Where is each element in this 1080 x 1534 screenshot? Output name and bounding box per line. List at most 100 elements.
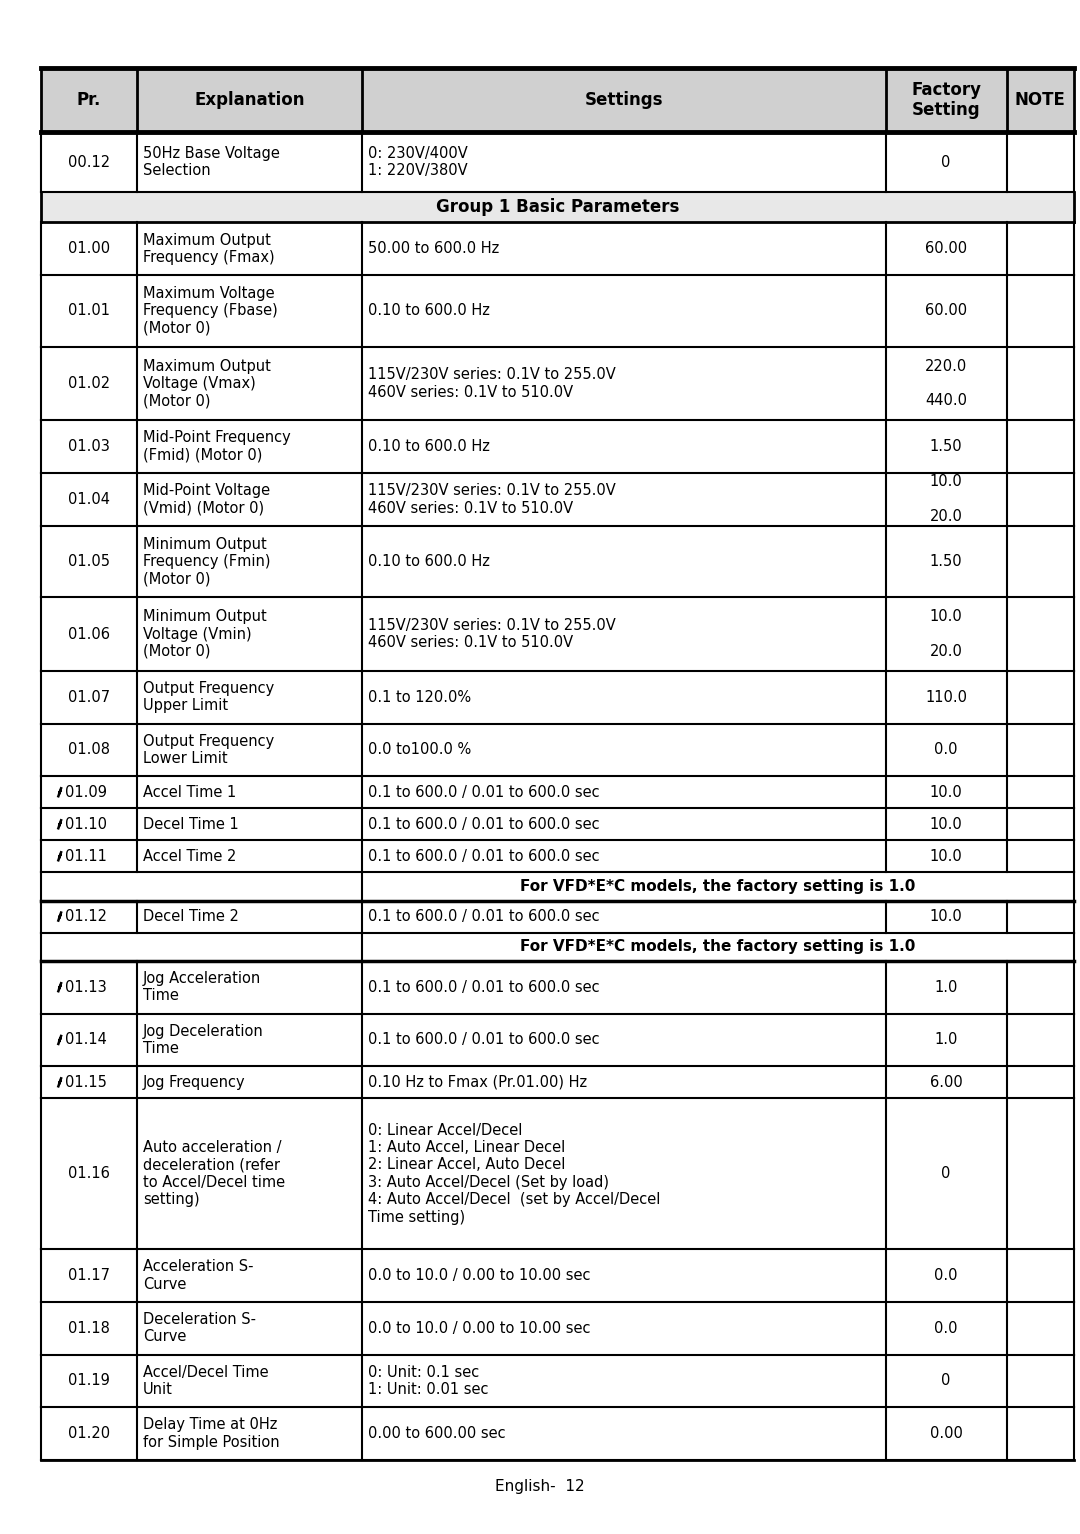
Text: 0.0: 0.0 bbox=[934, 1269, 958, 1282]
Text: 115V/230V series: 0.1V to 255.0V
460V series: 0.1V to 510.0V: 115V/230V series: 0.1V to 255.0V 460V se… bbox=[368, 367, 616, 400]
Text: 01.12: 01.12 bbox=[65, 910, 107, 923]
Text: Accel Time 2: Accel Time 2 bbox=[144, 848, 237, 864]
Text: 0.00: 0.00 bbox=[930, 1427, 962, 1440]
Bar bbox=[41, 192, 1074, 222]
Text: 0.00 to 600.00 sec: 0.00 to 600.00 sec bbox=[368, 1427, 505, 1440]
Text: 1.50: 1.50 bbox=[930, 439, 962, 454]
Text: 01.16: 01.16 bbox=[68, 1166, 110, 1181]
Bar bbox=[41, 132, 1074, 192]
Text: Mid-Point Voltage
(Vmid) (Motor 0): Mid-Point Voltage (Vmid) (Motor 0) bbox=[144, 483, 270, 515]
Text: Accel/Decel Time
Unit: Accel/Decel Time Unit bbox=[144, 1365, 269, 1397]
Text: Acceleration S-
Curve: Acceleration S- Curve bbox=[144, 1259, 254, 1292]
Text: 01.06: 01.06 bbox=[68, 626, 110, 641]
Text: 01.02: 01.02 bbox=[68, 376, 110, 391]
Bar bbox=[41, 960, 1074, 1014]
Text: 60.00: 60.00 bbox=[924, 304, 968, 319]
Text: 6.00: 6.00 bbox=[930, 1075, 962, 1089]
Text: 115V/230V series: 0.1V to 255.0V
460V series: 0.1V to 510.0V: 115V/230V series: 0.1V to 255.0V 460V se… bbox=[368, 483, 616, 515]
Text: Maximum Voltage
Frequency (Fbase)
(Motor 0): Maximum Voltage Frequency (Fbase) (Motor… bbox=[144, 285, 278, 336]
Bar bbox=[41, 275, 1074, 347]
Bar bbox=[41, 222, 1074, 275]
Text: Group 1 Basic Parameters: Group 1 Basic Parameters bbox=[435, 198, 679, 216]
Text: Maximum Output
Voltage (Vmax)
(Motor 0): Maximum Output Voltage (Vmax) (Motor 0) bbox=[144, 359, 271, 408]
Bar bbox=[41, 933, 1074, 960]
Text: 0.1 to 600.0 / 0.01 to 600.0 sec: 0.1 to 600.0 / 0.01 to 600.0 sec bbox=[368, 816, 599, 831]
Text: 01.17: 01.17 bbox=[68, 1269, 110, 1282]
Bar bbox=[41, 841, 1074, 873]
Text: 1.0: 1.0 bbox=[934, 980, 958, 994]
Text: For VFD*E*C models, the factory setting is 1.0: For VFD*E*C models, the factory setting … bbox=[519, 939, 916, 954]
Text: 01.09: 01.09 bbox=[65, 785, 107, 799]
Text: 00.12: 00.12 bbox=[68, 155, 110, 170]
Text: 0.1 to 600.0 / 0.01 to 600.0 sec: 0.1 to 600.0 / 0.01 to 600.0 sec bbox=[368, 980, 599, 994]
Text: Minimum Output
Frequency (Fmin)
(Motor 0): Minimum Output Frequency (Fmin) (Motor 0… bbox=[144, 537, 271, 586]
Text: 0: 0 bbox=[942, 1166, 950, 1181]
Text: 10.0: 10.0 bbox=[930, 848, 962, 864]
Bar bbox=[41, 1249, 1074, 1302]
Text: 01.10: 01.10 bbox=[65, 816, 107, 831]
Text: Pr.: Pr. bbox=[77, 91, 102, 109]
Bar bbox=[41, 1066, 1074, 1098]
Bar bbox=[41, 1098, 1074, 1249]
Text: 220.0

440.0: 220.0 440.0 bbox=[924, 359, 968, 408]
Text: 01.04: 01.04 bbox=[68, 492, 110, 506]
Bar bbox=[41, 1014, 1074, 1066]
Text: Mid-Point Frequency
(Fmid) (Motor 0): Mid-Point Frequency (Fmid) (Motor 0) bbox=[144, 431, 291, 463]
Text: 0.10 to 600.0 Hz: 0.10 to 600.0 Hz bbox=[368, 439, 489, 454]
Bar bbox=[41, 1355, 1074, 1407]
Text: Maximum Output
Frequency (Fmax): Maximum Output Frequency (Fmax) bbox=[144, 233, 274, 265]
Text: 0.0 to100.0 %: 0.0 to100.0 % bbox=[368, 742, 471, 758]
Text: Decel Time 1: Decel Time 1 bbox=[144, 816, 239, 831]
Text: Factory
Setting: Factory Setting bbox=[912, 81, 981, 120]
Bar bbox=[41, 1302, 1074, 1355]
Bar bbox=[41, 472, 1074, 526]
Text: 01.20: 01.20 bbox=[68, 1427, 110, 1440]
Text: 50.00 to 600.0 Hz: 50.00 to 600.0 Hz bbox=[368, 241, 499, 256]
Text: 01.19: 01.19 bbox=[68, 1373, 110, 1388]
Text: 10.0: 10.0 bbox=[930, 816, 962, 831]
Text: Decel Time 2: Decel Time 2 bbox=[144, 910, 239, 923]
Text: Jog Acceleration
Time: Jog Acceleration Time bbox=[144, 971, 261, 1003]
Text: 01.01: 01.01 bbox=[68, 304, 110, 319]
Text: 01.03: 01.03 bbox=[68, 439, 110, 454]
Text: 0: 0 bbox=[942, 1373, 950, 1388]
Bar bbox=[41, 597, 1074, 670]
Text: 10.0

20.0: 10.0 20.0 bbox=[930, 609, 962, 660]
Text: 01.15: 01.15 bbox=[65, 1075, 107, 1089]
Text: 0.1 to 600.0 / 0.01 to 600.0 sec: 0.1 to 600.0 / 0.01 to 600.0 sec bbox=[368, 1032, 599, 1048]
Text: 0: 230V/400V
1: 220V/380V: 0: 230V/400V 1: 220V/380V bbox=[368, 146, 468, 178]
Bar bbox=[41, 1407, 1074, 1460]
Text: 01.08: 01.08 bbox=[68, 742, 110, 758]
Text: 115V/230V series: 0.1V to 255.0V
460V series: 0.1V to 510.0V: 115V/230V series: 0.1V to 255.0V 460V se… bbox=[368, 618, 616, 650]
Bar bbox=[41, 67, 1074, 132]
Text: Output Frequency
Upper Limit: Output Frequency Upper Limit bbox=[144, 681, 274, 713]
Text: Auto acceleration /
deceleration (refer
to Accel/Decel time
setting): Auto acceleration / deceleration (refer … bbox=[144, 1140, 285, 1207]
Text: 0: Linear Accel/Decel
1: Auto Accel, Linear Decel
2: Linear Accel, Auto Decel
3:: 0: Linear Accel/Decel 1: Auto Accel, Lin… bbox=[368, 1123, 660, 1224]
Text: 0.0 to 10.0 / 0.00 to 10.00 sec: 0.0 to 10.0 / 0.00 to 10.00 sec bbox=[368, 1269, 591, 1282]
Text: Jog Frequency: Jog Frequency bbox=[144, 1075, 246, 1089]
Text: 0: 0 bbox=[942, 155, 950, 170]
Bar bbox=[41, 776, 1074, 808]
Text: 01.14: 01.14 bbox=[65, 1032, 107, 1048]
Text: Jog Deceleration
Time: Jog Deceleration Time bbox=[144, 1023, 264, 1055]
Text: 1.50: 1.50 bbox=[930, 554, 962, 569]
Text: Settings: Settings bbox=[584, 91, 663, 109]
Text: 1.0: 1.0 bbox=[934, 1032, 958, 1048]
Text: 01.05: 01.05 bbox=[68, 554, 110, 569]
Text: 0.0 to 10.0 / 0.00 to 10.00 sec: 0.0 to 10.0 / 0.00 to 10.00 sec bbox=[368, 1321, 591, 1336]
Bar bbox=[41, 347, 1074, 420]
Text: 0.1 to 600.0 / 0.01 to 600.0 sec: 0.1 to 600.0 / 0.01 to 600.0 sec bbox=[368, 848, 599, 864]
Text: Accel Time 1: Accel Time 1 bbox=[144, 785, 237, 799]
Bar bbox=[41, 808, 1074, 841]
Text: 0.0: 0.0 bbox=[934, 742, 958, 758]
Text: 0.0: 0.0 bbox=[934, 1321, 958, 1336]
Text: Explanation: Explanation bbox=[194, 91, 305, 109]
Text: 10.0: 10.0 bbox=[930, 910, 962, 923]
Bar bbox=[41, 670, 1074, 724]
Text: Deceleration S-
Curve: Deceleration S- Curve bbox=[144, 1312, 256, 1344]
Text: 0.10 Hz to Fmax (Pr.01.00) Hz: 0.10 Hz to Fmax (Pr.01.00) Hz bbox=[368, 1075, 586, 1089]
Text: 0.1 to 120.0%: 0.1 to 120.0% bbox=[368, 690, 471, 704]
Text: 0.1 to 600.0 / 0.01 to 600.0 sec: 0.1 to 600.0 / 0.01 to 600.0 sec bbox=[368, 910, 599, 923]
Bar bbox=[41, 873, 1074, 900]
Text: Delay Time at 0Hz
for Simple Position: Delay Time at 0Hz for Simple Position bbox=[144, 1417, 280, 1450]
